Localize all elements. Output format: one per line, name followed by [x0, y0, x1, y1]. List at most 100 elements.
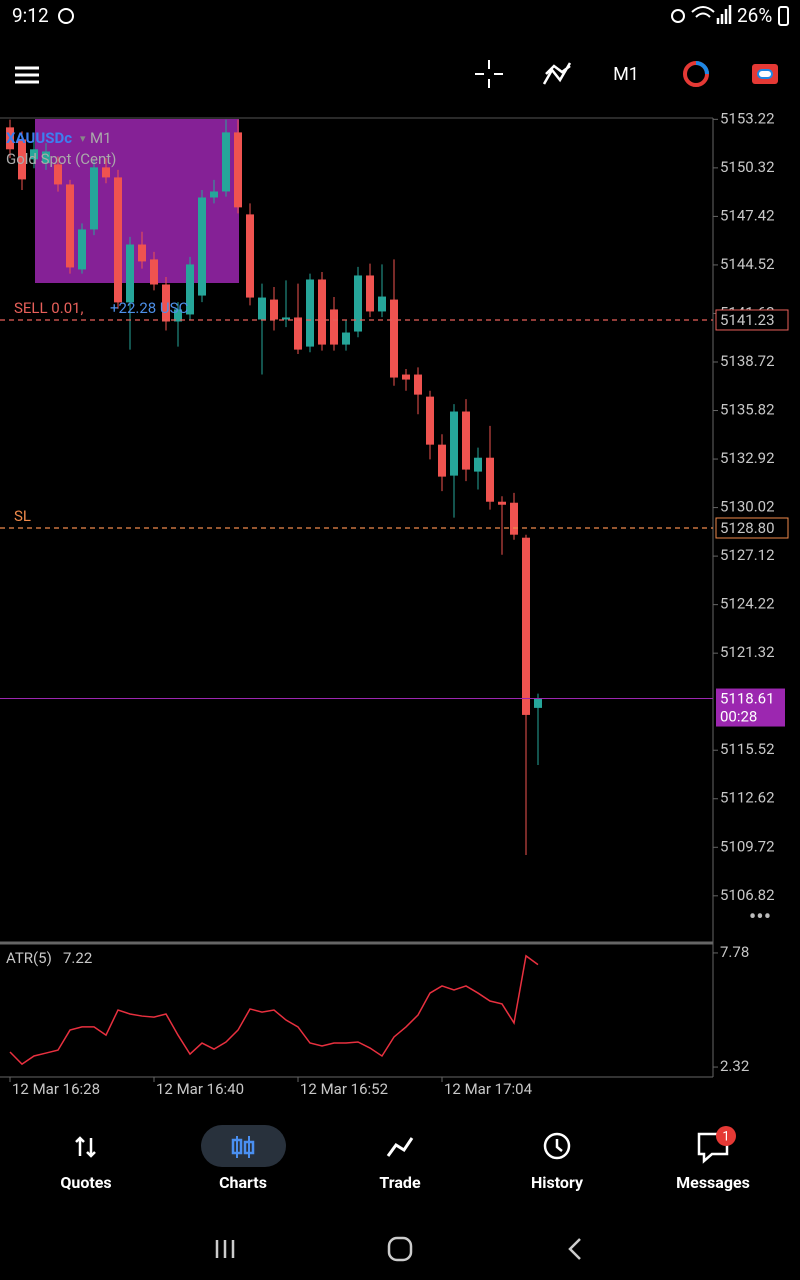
back-button[interactable] [568, 1238, 581, 1260]
y-tick-label: 5124.22 [720, 595, 775, 613]
candle-body [210, 191, 218, 198]
candle-body [102, 167, 110, 178]
candle-body [342, 332, 350, 345]
candle-body [78, 229, 86, 270]
order-label: SL [14, 507, 31, 525]
quotes-icon [75, 1136, 96, 1158]
badge-count: 1 [722, 1129, 729, 1144]
y-tick-label: 5115.52 [720, 740, 775, 758]
tab-label[interactable]: Trade [379, 1173, 421, 1192]
tab-label[interactable]: Messages [676, 1173, 750, 1192]
indicator-value: 7.22 [63, 949, 92, 967]
candle-body [54, 164, 62, 185]
candle-body [306, 279, 314, 347]
candle-body [30, 149, 38, 160]
indicators-button[interactable] [542, 62, 572, 85]
trade-icon [386, 1137, 414, 1157]
candle-body [354, 275, 362, 332]
charts-icon-body [231, 1138, 243, 1155]
candle-body [426, 396, 434, 445]
order-profit: +22.28 USC [110, 299, 189, 317]
candle-body [114, 177, 122, 303]
order-label: SELL 0.01, [14, 299, 84, 317]
tab-label[interactable]: History [531, 1173, 584, 1192]
candle-body [258, 297, 266, 320]
price-label: 5141.23 [720, 311, 775, 329]
candle-body [450, 411, 458, 476]
candle-body [282, 317, 290, 320]
indicator-tick-label: 2.32 [720, 1057, 749, 1075]
y-tick-label: 5130.02 [720, 498, 775, 516]
y-tick-label: 5138.72 [720, 352, 775, 370]
tab-label[interactable]: Charts [219, 1173, 267, 1192]
wifi-icon [691, 6, 715, 18]
price-label-box [715, 517, 789, 539]
trade-button-inner [757, 69, 773, 79]
candle-body [90, 167, 98, 230]
timeframe-button[interactable]: M1 [613, 64, 639, 85]
objects-button-accent [695, 61, 709, 75]
y-tick-label: 5109.72 [720, 837, 775, 855]
battery-icon [778, 6, 789, 26]
candle-body [414, 374, 422, 395]
crosshair-button[interactable] [475, 60, 503, 88]
candle-body [222, 132, 230, 192]
y-tick-label: 5121.32 [720, 643, 775, 661]
charts-icon-body [243, 1140, 255, 1155]
candle-body [366, 275, 374, 312]
y-tick-label: 5147.42 [720, 206, 775, 224]
alarm-icon [671, 9, 685, 23]
y-tick-label: 5106.82 [720, 886, 775, 904]
current-price: 5118.61 [720, 689, 775, 707]
tabs: Quotes Charts Trade History Messages [60, 1173, 749, 1192]
candle-body [126, 244, 134, 303]
candle-body [186, 264, 194, 315]
price-label: 5128.80 [720, 519, 775, 537]
recents-button[interactable] [215, 1240, 235, 1258]
tab-label[interactable]: Quotes [60, 1173, 111, 1192]
candles [6, 119, 542, 855]
y-tick-label: 5150.32 [720, 158, 775, 176]
x-tick-label: 12 Mar 16:28 [12, 1080, 100, 1098]
candle-body [486, 457, 494, 502]
more-button[interactable]: ••• [749, 905, 771, 930]
symbol-dropdown[interactable]: ▾ [80, 132, 86, 145]
home-button[interactable] [387, 1236, 413, 1262]
history-icon [543, 1132, 571, 1160]
candle-body [378, 296, 386, 312]
candle-body [234, 132, 242, 208]
candle-body [438, 444, 446, 477]
y-tick-label: 5132.92 [720, 449, 775, 467]
candle-body [402, 374, 410, 380]
x-tick-label: 12 Mar 17:04 [444, 1080, 533, 1098]
y-tick-label: 5112.62 [720, 789, 775, 807]
candle-body [6, 127, 14, 150]
chart-symbol: XAUUSDc [6, 129, 72, 147]
badge [716, 1126, 736, 1146]
chart-description: Gold Spot (Cent) [6, 150, 116, 168]
status-time: 9:12 [12, 4, 49, 27]
candle-body [390, 299, 398, 378]
history-icon-hands [555, 1139, 563, 1152]
signal-icon [716, 5, 732, 24]
atr-line [9, 954, 539, 1066]
y-tick-label: 5153.22 [720, 109, 775, 127]
candle-body [294, 317, 302, 350]
y-tick-label: 5127.12 [720, 546, 775, 564]
current-price-box [716, 688, 785, 727]
candle-body [330, 309, 338, 345]
candle-body [522, 537, 530, 715]
candle-body [498, 501, 506, 505]
menu-button[interactable] [15, 66, 39, 84]
candle-body [474, 457, 482, 472]
x-tick-label: 12 Mar 16:40 [156, 1080, 244, 1098]
candle-body [150, 259, 158, 285]
y-tick-label: 5144.52 [720, 255, 775, 273]
candle-body [318, 279, 326, 345]
y-tick-label: 5135.82 [720, 400, 775, 418]
candle-body [174, 309, 182, 322]
candle-body [534, 698, 542, 708]
candle-body [462, 411, 470, 470]
